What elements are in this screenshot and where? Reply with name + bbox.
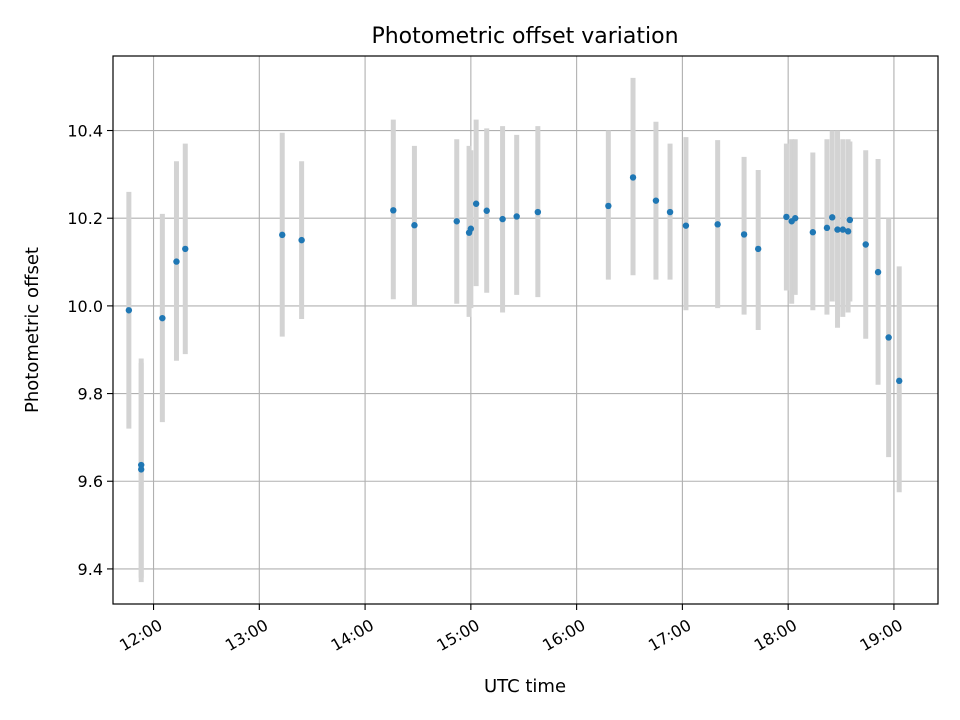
data-point bbox=[298, 236, 305, 244]
data-point bbox=[839, 226, 847, 233]
plot-area-frame bbox=[112, 55, 939, 605]
y-tick-label: 9.4 bbox=[78, 560, 103, 579]
data-point bbox=[834, 226, 841, 233]
data-point bbox=[823, 224, 831, 232]
data-point bbox=[534, 208, 542, 216]
y-tick-label: 10.4 bbox=[67, 122, 103, 141]
data-point bbox=[453, 218, 460, 225]
data-point bbox=[138, 461, 145, 469]
data-point bbox=[844, 228, 852, 235]
data-point bbox=[652, 197, 660, 204]
data-point bbox=[472, 200, 480, 207]
chart-title: Photometric offset variation bbox=[371, 24, 678, 49]
y-tick-label: 10.2 bbox=[67, 209, 103, 228]
data-point bbox=[809, 229, 817, 236]
data-point bbox=[499, 215, 506, 223]
data-point bbox=[173, 258, 180, 265]
grid bbox=[113, 56, 938, 604]
y-tick-label: 9.8 bbox=[78, 385, 103, 404]
data-point bbox=[896, 377, 903, 385]
data-point bbox=[885, 334, 892, 341]
data-point bbox=[754, 245, 762, 253]
data-points bbox=[125, 174, 903, 473]
data-point bbox=[159, 314, 166, 322]
data-point bbox=[138, 466, 145, 473]
data-point bbox=[125, 307, 133, 314]
data-point bbox=[411, 222, 418, 229]
data-point bbox=[862, 241, 869, 248]
data-point bbox=[714, 221, 721, 228]
data-point bbox=[629, 174, 637, 181]
x-axis-label: UTC time bbox=[484, 676, 566, 697]
y-axis-label: Photometric offset bbox=[22, 247, 43, 413]
data-point bbox=[483, 207, 490, 214]
y-tick-label: 10.0 bbox=[67, 297, 103, 316]
data-point bbox=[467, 225, 475, 232]
data-point bbox=[846, 216, 854, 224]
data-point bbox=[513, 213, 520, 220]
data-point bbox=[666, 208, 674, 216]
data-point bbox=[792, 215, 799, 222]
data-point bbox=[874, 268, 882, 276]
data-point bbox=[740, 231, 748, 238]
data-point bbox=[783, 213, 790, 221]
y-tick-label: 9.6 bbox=[78, 472, 103, 491]
data-point bbox=[182, 245, 189, 253]
data-point bbox=[279, 231, 286, 239]
data-point bbox=[605, 202, 612, 210]
data-point bbox=[682, 222, 690, 229]
data-point bbox=[829, 214, 836, 221]
data-point bbox=[390, 207, 397, 214]
